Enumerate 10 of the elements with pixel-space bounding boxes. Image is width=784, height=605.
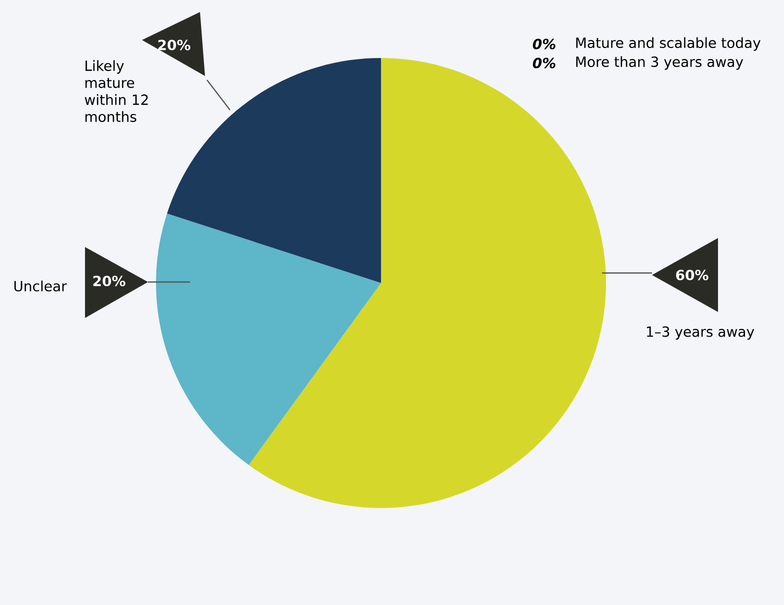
category-label: More than 3 years away <box>576 56 744 70</box>
slice-label: Unclear <box>14 280 67 292</box>
text: 0% <box>532 58 556 68</box>
category-label: Mature and scalable today <box>576 37 760 51</box>
data-label: 20% <box>93 276 126 286</box>
slice-label: Likely mature within 12 months <box>84 60 148 122</box>
data-label: 20% <box>158 40 190 50</box>
data-label: 60% <box>676 270 708 280</box>
slice-label: 1–3 years away <box>646 326 754 340</box>
text: 0% <box>532 38 556 50</box>
